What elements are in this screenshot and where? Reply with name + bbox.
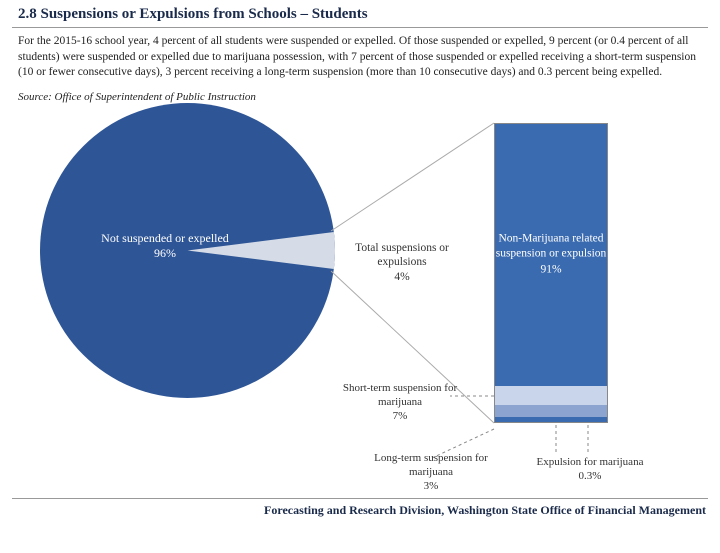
anno-expulsion: Expulsion for marijuana 0.3%	[520, 455, 660, 484]
pie-chart: Not suspended or expelled 96%	[40, 103, 335, 398]
bar-seg-non-mj-pct: 91%	[540, 263, 561, 275]
footer-text: Forecasting and Research Division, Washi…	[0, 499, 720, 518]
anno-long-term: Long-term suspension for marijuana 3%	[356, 451, 506, 494]
anno-exp-l2: 0.3%	[579, 470, 602, 482]
anno-short-term: Short-term suspension for marijuana 7%	[330, 381, 470, 424]
chart-area: Not suspended or expelled 96% Total susp…	[0, 103, 720, 498]
anno-short-l2: marijuana	[378, 396, 422, 408]
intro-paragraph: For the 2015-16 school year, 4 percent o…	[0, 32, 720, 85]
anno-short-l3: 7%	[393, 410, 408, 422]
pie-main-label-text: Not suspended or expelled	[101, 231, 229, 245]
bar-seg-non-mj-text: Non-Marijuana related suspension or expu…	[496, 232, 607, 260]
anno-exp-l1: Expulsion for marijuana	[537, 456, 644, 468]
stacked-bar: Non-Marijuana related suspension or expu…	[494, 123, 608, 423]
bar-seg-exp	[495, 417, 607, 421]
bar-seg-non-mj-label: Non-Marijuana related suspension or expu…	[495, 231, 607, 278]
pie-wedge-label: Total suspensions or expulsions 4%	[342, 241, 462, 286]
pie-main-label: Not suspended or expelled 96%	[100, 231, 230, 262]
bar-seg-short	[495, 386, 607, 405]
pie-main-label-pct: 96%	[154, 246, 176, 260]
anno-long-l1: Long-term suspension for	[374, 452, 488, 464]
pie-wedge-label-pct: 4%	[394, 271, 409, 283]
bar-seg-non-mj: Non-Marijuana related suspension or expu…	[495, 124, 607, 386]
title-rule	[12, 27, 708, 28]
anno-long-l3: 3%	[424, 480, 439, 492]
source-line: Source: Office of Superintendent of Publ…	[0, 85, 720, 103]
section-title: 2.8 Suspensions or Expulsions from Schoo…	[0, 0, 720, 25]
anno-long-l2: marijuana	[409, 466, 453, 478]
bar-seg-long	[495, 405, 607, 417]
anno-short-l1: Short-term suspension for	[343, 382, 457, 394]
pie-wedge-label-text: Total suspensions or expulsions	[355, 242, 449, 269]
